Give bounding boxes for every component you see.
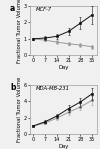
X-axis label: Day: Day bbox=[58, 144, 69, 149]
Text: MCF-7: MCF-7 bbox=[35, 7, 52, 12]
Y-axis label: Fractional Tumor Volume: Fractional Tumor Volume bbox=[17, 0, 22, 63]
X-axis label: Day: Day bbox=[58, 65, 69, 70]
Text: a: a bbox=[10, 4, 15, 13]
Text: MDA-MB-231: MDA-MB-231 bbox=[35, 86, 69, 91]
Y-axis label: Fractional Tumor Volume: Fractional Tumor Volume bbox=[17, 77, 22, 142]
Text: b: b bbox=[10, 83, 15, 92]
